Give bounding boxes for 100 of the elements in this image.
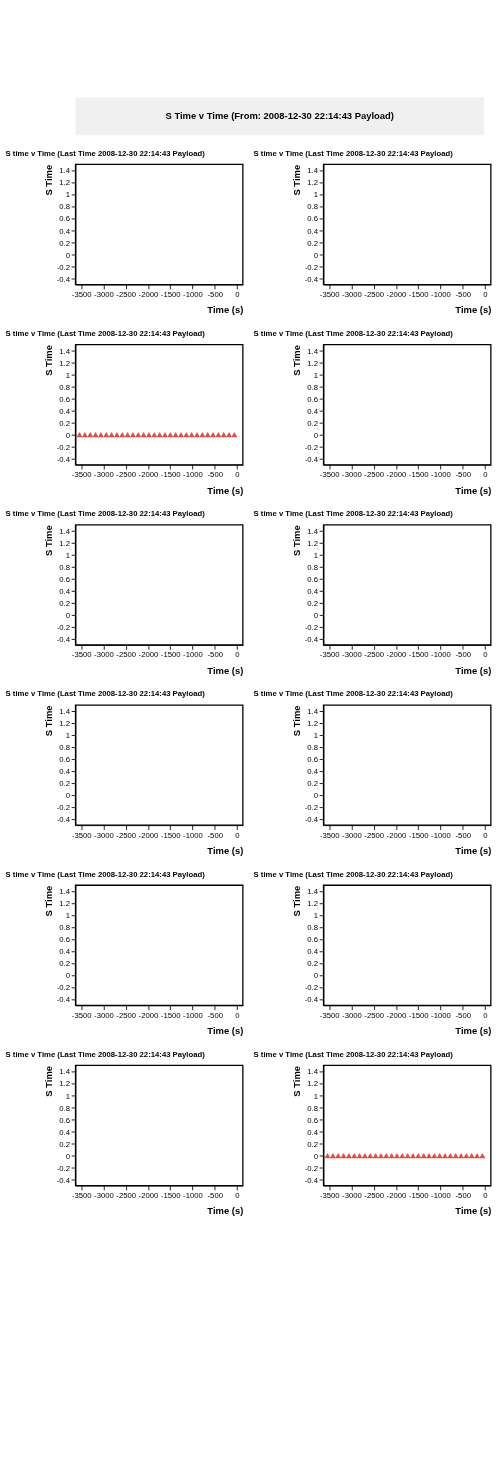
x-tick-label: -2500 [364,470,385,480]
y-tick-label: 0.8 [59,743,70,753]
x-tick-label: -2500 [364,830,385,840]
y-tick-label: 0.4 [59,586,71,596]
y-tick-label: 1 [65,1091,70,1101]
x-tick-label: -2000 [386,1191,407,1201]
y-tick-label: 0 [65,610,70,620]
y-tick-label: 1.2 [307,899,318,909]
y-tick-label: 0.6 [307,394,318,404]
chart-title: S time v Time (Last Time 2008-12-30 22:14:43 Payload) [253,1049,454,1059]
y-tick-label: 0 [313,250,318,260]
y-tick-label: 0 [313,971,318,981]
x-tick-label: -1000 [431,650,451,660]
x-tick-label: -1000 [183,1010,203,1020]
x-tick-label: 0 [483,470,488,480]
x-tick-label: -1000 [431,1191,451,1201]
y-tick-label: 1 [65,370,70,380]
y-tick-label: 0.4 [307,586,319,596]
y-tick-label: -0.2 [56,803,70,813]
x-tick-label: 0 [483,1191,488,1201]
y-tick-label: 1.4 [307,346,319,356]
y-tick-label: 1.2 [307,538,318,548]
x-tick-label: -3500 [319,1191,340,1201]
x-axis-title: Time (s) [207,304,244,316]
y-axis-title: S Time [43,345,55,376]
y-tick-label: 1.4 [59,346,71,356]
x-tick-label: -1500 [160,290,181,300]
x-tick-label: -2500 [364,1010,385,1020]
x-tick-label: -1500 [408,470,429,480]
y-tick-label: 0.6 [59,935,70,945]
y-tick-label: -0.4 [56,634,71,644]
y-tick-label: 0.6 [59,394,70,404]
x-tick-label: -2000 [386,830,407,840]
chart-title: S time v Time (Last Time 2008-12-30 22:14:43 Payload) [5,689,206,699]
y-tick-label: 0 [65,791,70,801]
x-tick-label: -2500 [116,1191,137,1201]
y-tick-label: 0.8 [59,382,70,392]
y-tick-label: -0.4 [56,995,71,1005]
y-tick-label: 1 [65,731,70,741]
x-tick-label: -500 [455,1010,471,1020]
y-tick-label: 0.8 [59,923,70,933]
y-tick-label: 0.2 [59,959,70,969]
x-tick-label: -2500 [116,1010,137,1020]
x-tick-label: 0 [235,650,240,660]
y-tick-label: 1 [313,370,318,380]
x-tick-label: -1500 [160,650,181,660]
y-tick-label: 0.8 [59,1103,70,1113]
y-tick-label: 0 [65,430,70,440]
y-axis-title: S Time [43,525,55,557]
y-axis-title: S Time [43,885,55,917]
x-tick-label: 0 [235,290,240,300]
y-tick-label: 0.4 [59,406,71,416]
x-tick-label: -1000 [183,650,203,660]
x-tick-label: -3500 [319,290,340,300]
x-tick-label: -2000 [138,1191,159,1201]
y-tick-label: 0.4 [307,406,319,416]
x-tick-label: -500 [207,1191,223,1201]
y-tick-label: 0.6 [307,1115,318,1125]
y-tick-label: 0.2 [59,779,70,789]
y-tick-label: -0.4 [56,274,71,284]
y-tick-label: 0.2 [307,1139,318,1149]
y-tick-label: 0 [313,791,318,801]
y-axis-title: S Time [43,705,55,737]
x-tick-label: -1000 [431,470,451,480]
x-tick-label: -500 [207,1010,223,1020]
y-tick-label: -0.2 [304,262,318,272]
y-tick-label: -0.2 [304,983,318,993]
chart-title: S time v Time (Last Time 2008-12-30 22:14:43 Payload) [5,1049,206,1059]
x-tick-label: 0 [235,1010,240,1020]
x-axis-title: Time (s) [455,304,492,316]
y-tick-label: 1 [313,550,318,560]
x-tick-label: 0 [483,830,488,840]
x-tick-label: -500 [207,470,223,480]
x-axis-title: Time (s) [207,1205,244,1217]
y-tick-label: 0.8 [59,202,70,212]
x-tick-label: -3000 [94,470,114,480]
y-tick-label: 0.4 [59,767,71,777]
y-tick-label: 1 [65,911,70,921]
x-tick-label: -2500 [364,290,385,300]
y-tick-label: 0.4 [307,226,319,236]
chart-title: S time v Time (Last Time 2008-12-30 22:14:43 Payload) [253,509,454,519]
x-tick-label: -500 [455,1191,471,1201]
y-tick-label: -0.4 [56,815,71,825]
chart-title: S time v Time (Last Time 2008-12-30 22:14:43 Payload) [5,509,206,519]
x-tick-label: -1500 [408,1191,429,1201]
y-tick-label: 1.4 [59,166,71,176]
y-tick-label: 1.2 [59,538,70,548]
y-tick-label: 0.6 [59,755,70,765]
x-axis-title: Time (s) [455,1205,492,1217]
x-tick-label: -1500 [408,1010,429,1020]
x-tick-label: -2000 [386,470,407,480]
y-tick-label: -0.2 [304,1163,318,1173]
y-tick-label: 1 [313,1091,318,1101]
y-tick-label: 1.2 [59,178,70,188]
y-tick-label: 0.8 [307,1103,318,1113]
x-axis-title: Time (s) [207,664,244,676]
x-tick-label: -3000 [94,650,114,660]
y-tick-label: 1.2 [307,178,318,188]
y-tick-label: 0.2 [307,959,318,969]
x-tick-label: -3000 [342,1010,362,1020]
